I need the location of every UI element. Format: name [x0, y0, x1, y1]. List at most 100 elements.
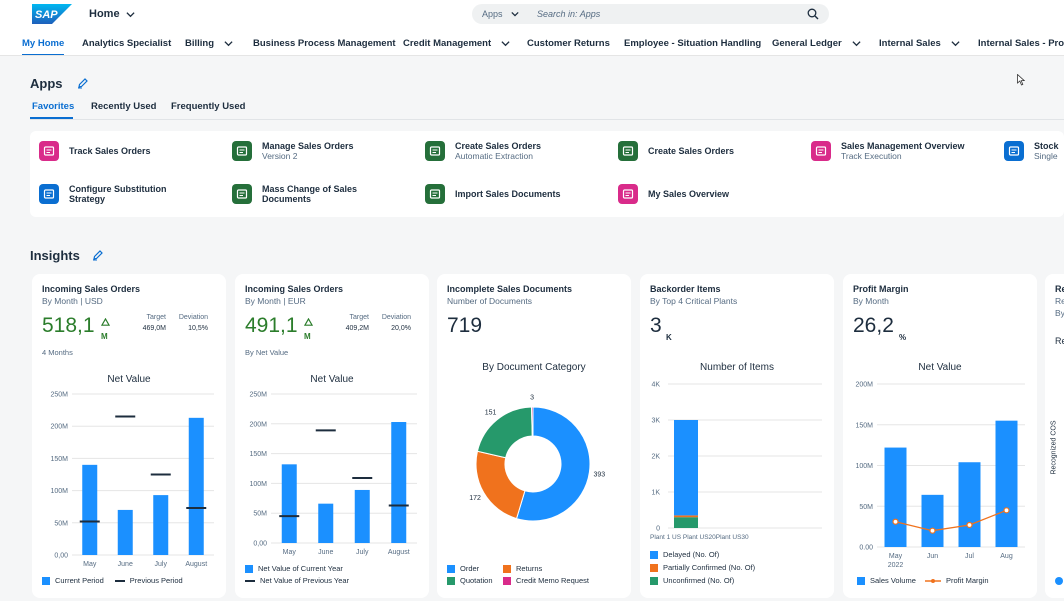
insight-card-backorder-items[interactable]: Backorder Items By Top 4 Critical Plants…: [640, 274, 834, 598]
tab-frequently-used[interactable]: Frequently Used: [171, 101, 246, 112]
nav-tab[interactable]: General Ledger: [772, 38, 861, 49]
chevron-down-icon: [501, 41, 510, 47]
x-tick-label: Jun: [927, 553, 938, 560]
nav-tab[interactable]: Customer Returns: [527, 38, 610, 49]
app-tile[interactable]: Create Sales Orders: [618, 141, 734, 161]
deviation-label: Deviation: [178, 314, 208, 321]
shell-bar: SAP Home Apps Search in: Apps: [0, 0, 1064, 30]
nav-tab[interactable]: Business Process Management: [253, 38, 396, 49]
chart-legend-row: Delayed (No. Of): [650, 550, 719, 559]
nav-tab[interactable]: My Home: [22, 38, 65, 55]
nav-tab-label: Employee - Situation Handling: [624, 38, 762, 49]
legend-label: Delayed (No. Of): [663, 550, 720, 559]
deviation-label: Deviation: [381, 314, 411, 321]
legend-label: Previous Period: [129, 576, 183, 585]
app-tile[interactable]: Stock Single: [1004, 141, 1059, 161]
nav-tab[interactable]: Credit Management: [403, 38, 510, 49]
card-subtitle: By Month | EUR: [245, 296, 306, 306]
edit-icon[interactable]: [77, 77, 89, 89]
app-icon: [618, 184, 638, 204]
target-value: 469,0M: [142, 325, 166, 332]
app-text: Manage Sales Orders Version 2: [262, 141, 354, 161]
deviation-value: 10,5%: [188, 325, 208, 332]
chevron-down-icon: [852, 41, 861, 47]
legend-swatch: [650, 550, 658, 559]
trend-up-icon: [101, 318, 110, 326]
search-scope-label: Apps: [482, 9, 503, 19]
chart-title: Net Value: [310, 374, 354, 385]
app-title: Stock: [1034, 141, 1059, 151]
y-tick-label: 50M: [54, 520, 68, 527]
app-tile[interactable]: Track Sales Orders: [39, 141, 151, 161]
app-title: My Sales Overview: [648, 189, 730, 199]
donut-slice: [530, 406, 534, 437]
app-tile[interactable]: Sales Management Overview Track Execution: [811, 141, 965, 161]
chart-title: Net Value: [107, 374, 151, 385]
chevron-down-icon: [125, 11, 135, 17]
tab-favorites[interactable]: Favorites: [32, 101, 75, 112]
insight-card-profit-margin[interactable]: Profit Margin By Month 26,2 % Net Value …: [843, 274, 1037, 598]
app-icon: [811, 141, 831, 161]
edit-icon[interactable]: [92, 249, 104, 261]
chart-legend-row: Net Value of Current Year: [245, 564, 343, 573]
app-text: Import Sales Documents: [455, 189, 561, 199]
chart-legend-row: Net Value of Previous Year: [245, 576, 349, 585]
app-icon: [39, 141, 59, 161]
nav-tab[interactable]: Analytics Specialist: [82, 38, 171, 49]
home-menu[interactable]: Home: [89, 8, 135, 20]
nav-tab[interactable]: Billing: [185, 38, 233, 49]
insight-card-incoming-sales-eur[interactable]: Incoming Sales Orders By Month | EUR 491…: [235, 274, 429, 598]
favorite-apps-panel: Track Sales Orders Manage Sales Orders Ver…: [30, 131, 1064, 217]
insight-card-incoming-sales-usd[interactable]: Incoming Sales Orders By Month | USD 518…: [32, 274, 226, 598]
y-tick-label: 0.00: [859, 545, 873, 552]
legend-label: Partially Confirmed (No. Of): [663, 563, 756, 572]
search-input[interactable]: Search in: Apps: [537, 9, 601, 19]
insight-card-incomplete-sales-documents[interactable]: Incomplete Sales Documents Number of Doc…: [437, 274, 631, 598]
app-text: Sales Management Overview Track Execution: [841, 141, 965, 161]
app-tile[interactable]: Import Sales Documents: [425, 184, 561, 204]
stacked-bar-segment: [674, 515, 698, 518]
active-tab-indicator: [30, 117, 73, 119]
kpi-value: 491,1: [245, 314, 298, 337]
target-label: Target: [146, 314, 166, 321]
kpi-unit: M: [101, 332, 108, 341]
nav-tab[interactable]: Internal Sales: [879, 38, 960, 49]
search-scope-select[interactable]: Apps: [472, 9, 529, 19]
app-tile[interactable]: Mass Change of Sales Documents: [232, 184, 372, 204]
nav-tab-label: Customer Returns: [527, 38, 610, 49]
app-tile[interactable]: Create Sales Orders Automatic Extraction: [425, 141, 541, 161]
legend-swatch: [1055, 577, 1063, 585]
app-tile[interactable]: Configure Substitution Strategy: [39, 184, 179, 204]
bar: [153, 495, 169, 555]
chart-legend-row: Unconfirmed (No. Of): [650, 576, 734, 585]
sap-logo[interactable]: SAP: [32, 4, 72, 24]
y-tick-label: 200M: [249, 421, 267, 428]
bar: [921, 494, 944, 547]
bar-chart: 0,00 50M 100M 150M 200M 250M May June July August: [249, 392, 417, 556]
nav-tab[interactable]: Internal Sales - Profe: [978, 38, 1064, 49]
legend-swatch: [114, 579, 125, 582]
tab-recently-used[interactable]: Recently Used: [91, 101, 157, 112]
card-subtitle-2: By: [1055, 308, 1064, 318]
y-tick-label: 100M: [249, 481, 267, 488]
chevron-down-icon: [224, 41, 233, 47]
app-subtitle: Automatic Extraction: [455, 151, 533, 161]
app-tile[interactable]: My Sales Overview: [618, 184, 729, 204]
nav-tab[interactable]: Employee - Situation Handling: [624, 38, 761, 49]
kpi-value: 26,2: [853, 314, 894, 337]
chart-title: Net Value: [918, 362, 962, 373]
app-icon: [232, 141, 252, 161]
kpi-footer: 4 Months: [42, 348, 73, 357]
legend-label: Profit Margin: [946, 576, 989, 585]
nav-tab-label: Internal Sales - Profe: [978, 38, 1064, 49]
target-value: 409,2M: [345, 325, 369, 332]
app-subtitle: Track Execution: [841, 151, 902, 161]
x-tick-label: May: [283, 549, 297, 556]
x-tick-label: May: [83, 561, 97, 568]
app-tile[interactable]: Manage Sales Orders Version 2: [232, 141, 354, 161]
legend-swatch: [857, 576, 865, 585]
search-icon[interactable]: [807, 8, 819, 20]
kpi-value: 719: [447, 314, 483, 337]
insight-card-partial[interactable]: Re Re By Re Recognized COS: [1045, 274, 1064, 598]
line-point: [1003, 507, 1010, 514]
